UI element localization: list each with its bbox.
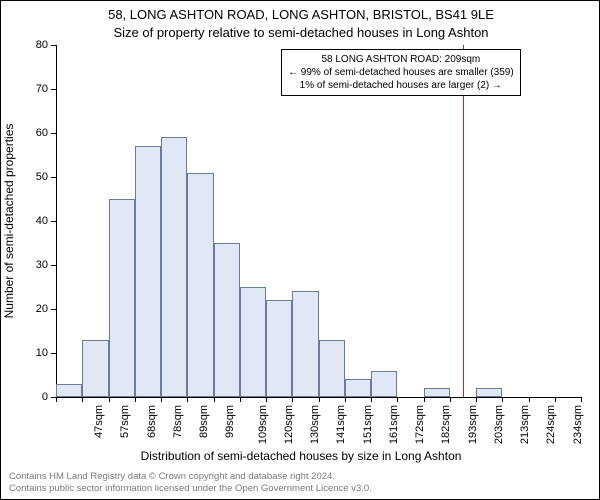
histogram-bar bbox=[266, 300, 292, 397]
histogram-bar bbox=[319, 340, 345, 397]
x-tick-label: 47sqm bbox=[93, 405, 105, 438]
x-tick bbox=[214, 397, 215, 402]
x-tick-label: 130sqm bbox=[309, 405, 321, 444]
plot-area: 58 LONG ASHTON ROAD: 209sqm ← 99% of sem… bbox=[56, 45, 581, 397]
histogram-bar bbox=[109, 199, 135, 397]
y-tick-label: 40 bbox=[18, 215, 48, 227]
y-tick bbox=[51, 265, 56, 266]
y-axis-title: Number of semi-detached properties bbox=[2, 45, 16, 397]
y-tick-label: 0 bbox=[18, 391, 48, 403]
footer-text: Contains HM Land Registry data © Crown c… bbox=[9, 471, 372, 495]
y-tick bbox=[51, 45, 56, 46]
histogram-bar bbox=[476, 388, 502, 397]
x-tick bbox=[581, 397, 582, 402]
annotation-line-2: ← 99% of semi-detached houses are smalle… bbox=[288, 66, 514, 79]
y-tick bbox=[51, 177, 56, 178]
x-tick bbox=[161, 397, 162, 402]
footer-line-2: Contains public sector information licen… bbox=[9, 483, 372, 495]
x-tick-label: 78sqm bbox=[172, 405, 184, 438]
histogram-bar bbox=[214, 243, 240, 397]
histogram-bar bbox=[345, 379, 371, 397]
x-tick-label: 182sqm bbox=[440, 405, 452, 444]
annotation-line-1: 58 LONG ASHTON ROAD: 209sqm bbox=[288, 53, 514, 66]
x-tick-label: 234sqm bbox=[572, 405, 584, 444]
x-tick bbox=[292, 397, 293, 402]
histogram-bar bbox=[292, 291, 318, 397]
histogram-bar bbox=[424, 388, 450, 397]
x-tick bbox=[371, 397, 372, 402]
page-title-line2: Size of property relative to semi-detach… bbox=[1, 25, 600, 40]
x-tick bbox=[502, 397, 503, 402]
histogram-bar bbox=[187, 173, 213, 397]
y-tick bbox=[51, 353, 56, 354]
x-tick-label: 193sqm bbox=[467, 405, 479, 444]
histogram-bar bbox=[371, 371, 397, 397]
footer-line-1: Contains HM Land Registry data © Crown c… bbox=[9, 471, 372, 483]
y-tick-label: 50 bbox=[18, 171, 48, 183]
x-tick bbox=[135, 397, 136, 402]
y-tick bbox=[51, 89, 56, 90]
x-tick-label: 89sqm bbox=[198, 405, 210, 438]
annotation-box: 58 LONG ASHTON ROAD: 209sqm ← 99% of sem… bbox=[281, 49, 521, 96]
x-tick bbox=[56, 397, 57, 402]
x-tick-label: 224sqm bbox=[545, 405, 557, 444]
x-tick-label: 151sqm bbox=[362, 405, 374, 444]
histogram-bar bbox=[135, 146, 161, 397]
x-axis-title: Distribution of semi-detached houses by … bbox=[1, 449, 600, 463]
x-tick-label: 120sqm bbox=[283, 405, 295, 444]
y-tick-label: 80 bbox=[18, 39, 48, 51]
histogram-bar bbox=[82, 340, 108, 397]
x-tick bbox=[82, 397, 83, 402]
y-tick-label: 20 bbox=[18, 303, 48, 315]
x-tick bbox=[187, 397, 188, 402]
x-tick-label: 172sqm bbox=[414, 405, 426, 444]
x-tick-label: 213sqm bbox=[519, 405, 531, 444]
y-tick bbox=[51, 309, 56, 310]
x-tick bbox=[476, 397, 477, 402]
x-tick-label: 161sqm bbox=[388, 405, 400, 444]
x-tick-label: 57sqm bbox=[119, 405, 131, 438]
x-tick bbox=[555, 397, 556, 402]
x-tick bbox=[240, 397, 241, 402]
x-tick-label: 99sqm bbox=[224, 405, 236, 438]
histogram-bar bbox=[240, 287, 266, 397]
x-tick bbox=[529, 397, 530, 402]
x-tick bbox=[109, 397, 110, 402]
x-tick-label: 68sqm bbox=[146, 405, 158, 438]
annotation-line-3: 1% of semi-detached houses are larger (2… bbox=[288, 79, 514, 92]
x-tick bbox=[266, 397, 267, 402]
y-tick-label: 10 bbox=[18, 347, 48, 359]
x-tick bbox=[397, 397, 398, 402]
y-tick-label: 30 bbox=[18, 259, 48, 271]
y-tick-label: 70 bbox=[18, 83, 48, 95]
y-tick bbox=[51, 221, 56, 222]
y-tick-label: 60 bbox=[18, 127, 48, 139]
histogram-bar bbox=[56, 384, 82, 397]
y-tick bbox=[51, 133, 56, 134]
x-tick bbox=[319, 397, 320, 402]
x-tick-label: 141sqm bbox=[335, 405, 347, 444]
x-tick-label: 203sqm bbox=[493, 405, 505, 444]
x-tick-label: 109sqm bbox=[257, 405, 269, 444]
histogram-bar bbox=[161, 137, 187, 397]
page-title-line1: 58, LONG ASHTON ROAD, LONG ASHTON, BRIST… bbox=[1, 7, 600, 22]
x-tick bbox=[450, 397, 451, 402]
x-tick bbox=[424, 397, 425, 402]
x-tick bbox=[345, 397, 346, 402]
reference-line bbox=[463, 45, 464, 397]
